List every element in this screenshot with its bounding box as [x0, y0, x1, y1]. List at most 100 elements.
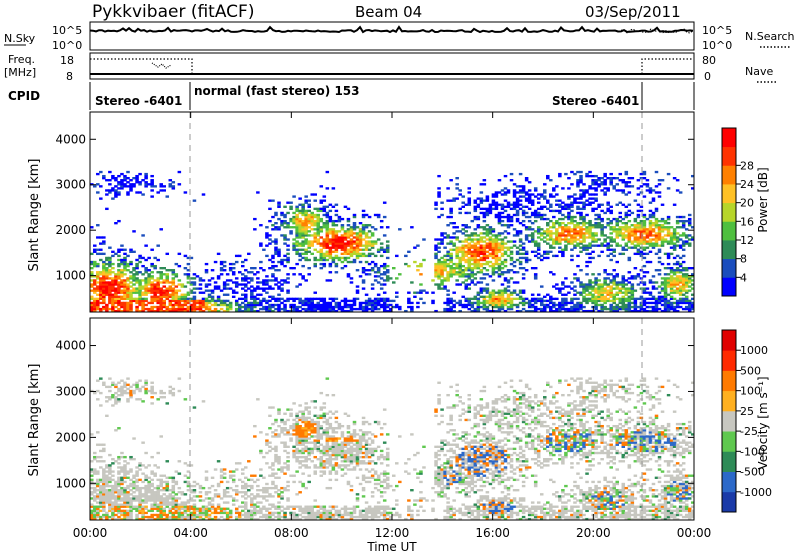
power-cell	[225, 307, 230, 311]
velocity-cell	[168, 501, 173, 504]
power-cell	[204, 297, 209, 301]
power-cell	[615, 230, 619, 233]
power-cell	[678, 219, 683, 223]
power-cell	[265, 226, 269, 229]
power-cell	[681, 226, 686, 229]
power-cell	[573, 273, 577, 276]
power-cell	[410, 305, 414, 309]
power-cell	[579, 217, 583, 221]
power-cell	[591, 207, 595, 211]
power-cell	[331, 307, 336, 311]
velocity-cell	[141, 493, 145, 496]
velocity-cell	[177, 515, 182, 519]
power-cell	[298, 228, 302, 231]
power-cell	[165, 295, 170, 298]
power-cell	[597, 254, 601, 258]
power-cell	[358, 252, 363, 256]
power-cell	[663, 219, 668, 223]
power-cell	[174, 301, 179, 305]
power-cell	[651, 297, 656, 301]
power-cell	[355, 236, 360, 239]
power-cell	[467, 258, 472, 262]
power-cell	[150, 297, 154, 301]
power-cell	[600, 228, 604, 231]
power-cell	[298, 232, 302, 235]
power-cell	[120, 275, 124, 278]
power-cell	[340, 307, 345, 311]
power-cell	[503, 271, 508, 274]
power-cell	[461, 224, 465, 227]
power-cell	[434, 273, 438, 276]
power-cell	[582, 228, 586, 231]
power-cell	[567, 226, 571, 229]
power-cell	[458, 250, 462, 253]
power-cell	[180, 293, 185, 296]
power-cell	[174, 289, 179, 292]
power-cell	[286, 201, 290, 204]
power-cell	[346, 234, 351, 237]
power-cell	[642, 291, 647, 294]
power-cell	[500, 248, 505, 251]
power-cell	[503, 230, 508, 233]
power-cell	[533, 277, 538, 280]
power-cell	[156, 277, 160, 280]
power-cell	[253, 287, 257, 290]
velocity-cell	[126, 377, 130, 380]
power-cell	[524, 236, 529, 239]
power-cell	[494, 234, 499, 237]
power-cell	[99, 309, 103, 313]
power-cell	[570, 201, 574, 204]
power-cell	[93, 287, 97, 290]
velocity-cell	[99, 515, 103, 519]
power-cell	[234, 309, 239, 313]
velocity-cell	[165, 484, 170, 488]
power-cell	[216, 252, 221, 256]
power-cell	[268, 287, 272, 290]
velocity-cell	[141, 385, 145, 389]
power-cell	[633, 309, 638, 313]
velocity-cell	[123, 499, 127, 502]
power-cell	[316, 222, 321, 225]
power-cell	[141, 297, 145, 301]
power-cell	[292, 307, 296, 311]
power-cell	[672, 234, 677, 237]
power-cell	[627, 303, 632, 307]
velocity-cell	[99, 505, 103, 508]
power-cell	[274, 222, 278, 225]
power-cell	[591, 174, 595, 178]
power-cell	[328, 307, 333, 311]
power-cell	[684, 305, 689, 309]
power-cell	[588, 287, 592, 290]
power-cell	[307, 273, 311, 276]
power-cell	[543, 236, 547, 239]
power-cell	[237, 271, 242, 274]
power-cell	[597, 177, 601, 180]
power-cell	[627, 287, 632, 290]
power-cell	[603, 269, 607, 272]
power-cell	[612, 177, 616, 180]
velocity-cell	[138, 478, 142, 482]
power-cell	[135, 177, 139, 180]
power-cell	[527, 258, 532, 262]
power-cell	[358, 305, 363, 309]
power-cell	[204, 289, 209, 292]
power-cell	[382, 299, 387, 303]
velocity-cell	[90, 474, 94, 477]
power-cell	[645, 305, 650, 309]
velocity-cell	[135, 497, 139, 500]
velocity-cell	[135, 513, 139, 517]
power-cell	[244, 277, 248, 280]
power-cell	[630, 277, 635, 280]
power-cell	[385, 279, 390, 282]
power-cell	[192, 291, 197, 294]
power-cell	[681, 289, 686, 292]
power-cell	[307, 301, 311, 305]
velocity-cell	[156, 513, 160, 517]
power-cell	[159, 309, 163, 313]
power-cell	[189, 283, 194, 286]
power-cell	[241, 293, 245, 296]
velocity-cell	[162, 480, 166, 484]
velocity-cell	[132, 482, 136, 486]
power-cell	[265, 275, 269, 278]
power-cell	[561, 207, 565, 211]
